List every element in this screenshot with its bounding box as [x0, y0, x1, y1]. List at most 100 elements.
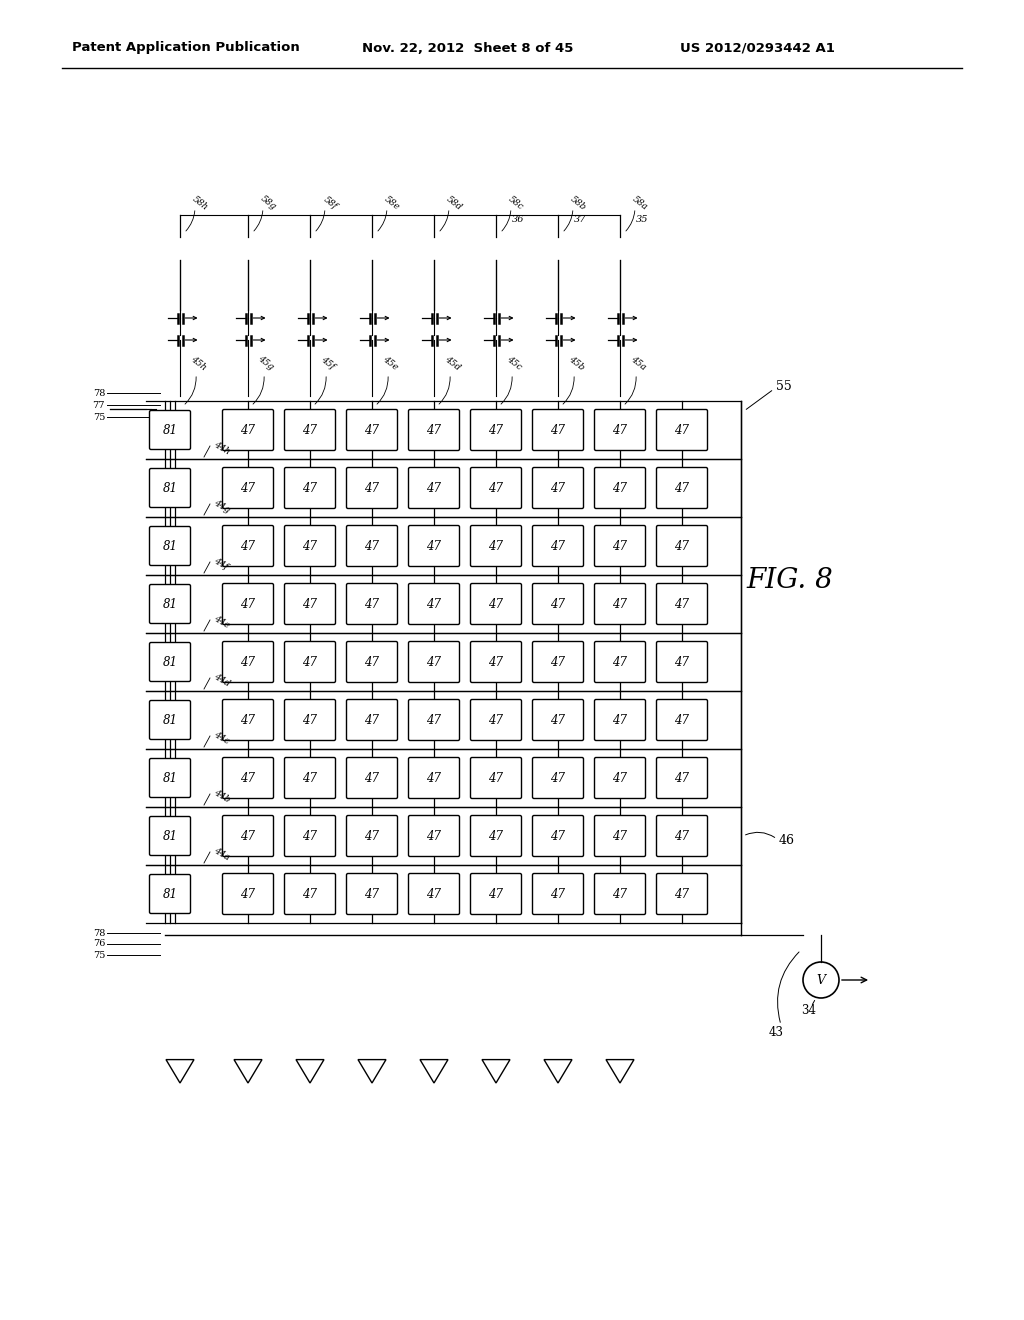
FancyBboxPatch shape: [656, 874, 708, 915]
FancyBboxPatch shape: [656, 642, 708, 682]
Text: 47: 47: [675, 714, 689, 726]
FancyBboxPatch shape: [285, 874, 336, 915]
Text: 34: 34: [802, 1003, 816, 1016]
Text: 44g: 44g: [212, 498, 231, 515]
Text: 44b: 44b: [212, 788, 231, 804]
Text: Nov. 22, 2012  Sheet 8 of 45: Nov. 22, 2012 Sheet 8 of 45: [362, 41, 573, 54]
Text: 47: 47: [612, 771, 628, 784]
Text: 47: 47: [675, 540, 689, 553]
FancyBboxPatch shape: [656, 758, 708, 799]
FancyBboxPatch shape: [222, 700, 273, 741]
Text: V: V: [816, 974, 825, 986]
Text: 47: 47: [675, 482, 689, 495]
Text: 47: 47: [612, 598, 628, 610]
Text: 47: 47: [612, 424, 628, 437]
FancyBboxPatch shape: [656, 409, 708, 450]
Text: 81: 81: [163, 829, 177, 842]
Text: 81: 81: [163, 771, 177, 784]
Text: 47: 47: [612, 829, 628, 842]
Text: 44c: 44c: [212, 730, 230, 746]
Text: 47: 47: [675, 598, 689, 610]
FancyBboxPatch shape: [595, 874, 645, 915]
Text: 47: 47: [302, 540, 317, 553]
Text: 47: 47: [427, 887, 441, 900]
Text: 47: 47: [302, 656, 317, 668]
FancyBboxPatch shape: [470, 874, 521, 915]
Text: 47: 47: [551, 482, 565, 495]
Text: 47: 47: [675, 771, 689, 784]
FancyBboxPatch shape: [656, 525, 708, 566]
FancyBboxPatch shape: [409, 525, 460, 566]
Text: FIG. 8: FIG. 8: [746, 566, 834, 594]
Text: 47: 47: [241, 829, 256, 842]
FancyBboxPatch shape: [595, 700, 645, 741]
FancyBboxPatch shape: [285, 758, 336, 799]
Text: 45b: 45b: [566, 354, 586, 372]
Text: 47: 47: [365, 540, 380, 553]
FancyBboxPatch shape: [409, 816, 460, 857]
Text: 47: 47: [365, 656, 380, 668]
Text: 47: 47: [427, 656, 441, 668]
Text: 81: 81: [163, 598, 177, 610]
Text: Patent Application Publication: Patent Application Publication: [72, 41, 300, 54]
Text: 47: 47: [241, 714, 256, 726]
Text: 44f: 44f: [212, 557, 229, 572]
Text: 81: 81: [163, 482, 177, 495]
FancyBboxPatch shape: [346, 816, 397, 857]
FancyBboxPatch shape: [656, 700, 708, 741]
Text: 45g: 45g: [256, 354, 275, 372]
Text: 47: 47: [551, 424, 565, 437]
Text: 44a: 44a: [212, 846, 231, 862]
FancyBboxPatch shape: [150, 701, 190, 739]
Text: 47: 47: [365, 714, 380, 726]
Text: 45c: 45c: [505, 354, 523, 372]
Text: 75: 75: [92, 412, 105, 421]
FancyBboxPatch shape: [346, 467, 397, 508]
Text: 47: 47: [241, 540, 256, 553]
FancyBboxPatch shape: [222, 874, 273, 915]
Text: 47: 47: [427, 540, 441, 553]
Text: 47: 47: [241, 656, 256, 668]
FancyBboxPatch shape: [532, 525, 584, 566]
FancyBboxPatch shape: [285, 642, 336, 682]
Text: 44e: 44e: [212, 614, 231, 630]
FancyBboxPatch shape: [532, 583, 584, 624]
Text: 47: 47: [551, 656, 565, 668]
FancyBboxPatch shape: [222, 758, 273, 799]
FancyBboxPatch shape: [222, 816, 273, 857]
Text: 75: 75: [92, 950, 105, 960]
Text: 47: 47: [488, 656, 504, 668]
FancyBboxPatch shape: [285, 467, 336, 508]
Text: 78: 78: [92, 928, 105, 937]
Text: 58d: 58d: [444, 194, 464, 211]
Text: 47: 47: [241, 424, 256, 437]
Text: 47: 47: [302, 598, 317, 610]
Text: 47: 47: [302, 771, 317, 784]
FancyBboxPatch shape: [532, 874, 584, 915]
Text: 47: 47: [551, 598, 565, 610]
Text: US 2012/0293442 A1: US 2012/0293442 A1: [680, 41, 835, 54]
Text: 78: 78: [92, 388, 105, 397]
Text: 47: 47: [427, 714, 441, 726]
Text: 45e: 45e: [381, 354, 399, 372]
Text: 47: 47: [365, 887, 380, 900]
Text: 47: 47: [488, 887, 504, 900]
Text: 47: 47: [365, 482, 380, 495]
Text: 47: 47: [302, 887, 317, 900]
Text: 47: 47: [612, 482, 628, 495]
FancyBboxPatch shape: [656, 816, 708, 857]
Text: 47: 47: [612, 540, 628, 553]
FancyBboxPatch shape: [285, 583, 336, 624]
FancyBboxPatch shape: [285, 525, 336, 566]
FancyBboxPatch shape: [656, 467, 708, 508]
FancyBboxPatch shape: [285, 409, 336, 450]
FancyBboxPatch shape: [150, 527, 190, 565]
FancyBboxPatch shape: [470, 758, 521, 799]
Text: 58f: 58f: [322, 195, 339, 211]
Text: 47: 47: [365, 829, 380, 842]
Text: 58e: 58e: [383, 194, 401, 211]
Text: 58g: 58g: [258, 194, 278, 211]
Text: 47: 47: [551, 887, 565, 900]
FancyBboxPatch shape: [656, 583, 708, 624]
Text: 81: 81: [163, 424, 177, 437]
